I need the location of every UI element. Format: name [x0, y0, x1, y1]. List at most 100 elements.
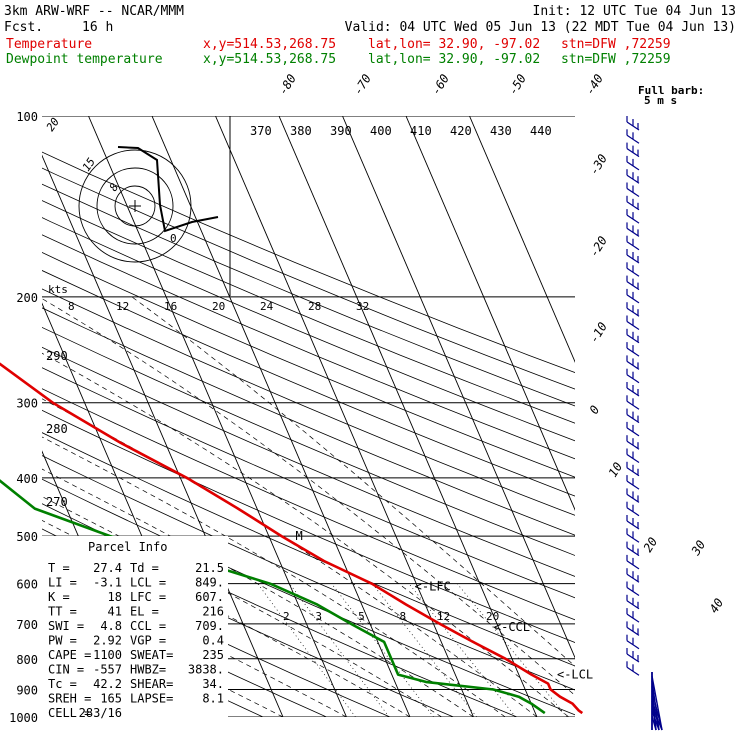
dewpoint-legend-coords: x,y=514.53,268.75 — [203, 52, 336, 67]
temperature-legend-latlon: lat,lon= 32.90, -97.02 — [368, 37, 540, 52]
hodograph-tick-label: 12 — [116, 300, 129, 313]
isotherm-label: 10 — [606, 460, 626, 480]
hodograph-tick-label: 8 — [68, 300, 75, 313]
mixing-ratio-label: 8 — [400, 610, 407, 623]
sounding-series — [0, 362, 584, 715]
parcel-label: VGP = — [130, 634, 166, 648]
dewpoint-legend-latlon: lat,lon= 32.90, -97.02 — [368, 52, 540, 67]
parcel-label: Tc = — [48, 677, 77, 691]
dewpoint-legend-station: stn=DFW ,72259 — [561, 52, 671, 67]
moist-adiabat — [42, 352, 570, 717]
hodograph-tick-label: 20 — [212, 300, 225, 313]
level-annotation: <-LCL — [557, 667, 593, 681]
barb-legend-title: Full barb: — [638, 84, 704, 97]
temperature-legend-coords: x,y=514.53,268.75 — [203, 37, 336, 52]
pressure-label: 700 — [16, 618, 38, 632]
mixing-ratio-line — [408, 583, 516, 717]
hodograph-tick-label: 24 — [260, 300, 274, 313]
theta-side-label: 280 — [46, 422, 68, 436]
mixing-ratio-label: 12 — [437, 610, 450, 623]
theta-label: 410 — [410, 124, 432, 138]
theta-label: 400 — [370, 124, 392, 138]
parcel-label: TT = — [48, 605, 77, 619]
moist-adiabat — [42, 520, 411, 717]
parcel-value: 709. — [195, 619, 224, 633]
parcel-value: 283/16 — [79, 706, 122, 720]
pressure-label: 400 — [16, 472, 38, 486]
mixing-ratio-line — [289, 583, 390, 717]
mixing-ratio-label: 20 — [486, 610, 499, 623]
isotherm-label: 30 — [688, 538, 708, 559]
hodograph-kts-label: kts — [48, 283, 68, 296]
theta-label: 380 — [290, 124, 312, 138]
hodograph-tick-label: 32 — [356, 300, 369, 313]
theta-side-label: 270 — [46, 495, 68, 509]
theta-label: 390 — [330, 124, 352, 138]
init-time: Init: 12 UTC Tue 04 Jun 13 — [533, 4, 737, 19]
model-title: 3km ARW-WRF -- NCAR/MMM — [4, 4, 184, 19]
isotherm-line — [278, 116, 538, 717]
parcel-value: 607. — [195, 590, 224, 604]
parcel-label: SWI = — [48, 619, 84, 633]
parcel-info-box: Parcel Info T = 27.4 Td = 21.5 LI = -3.1 LCL =… — [42, 536, 228, 726]
temperature-line — [0, 362, 584, 715]
parcel-value: 4.8 — [100, 619, 122, 633]
isotherm-label: -30 — [587, 152, 610, 178]
parcel-value: 1100 — [93, 648, 122, 662]
valid-time: Valid: 04 UTC Wed 05 Jun 13 (22 MDT Tue … — [345, 20, 736, 35]
parcel-label: LCL = — [130, 576, 166, 590]
theta-label: 440 — [530, 124, 552, 138]
pressure-label: 900 — [16, 683, 38, 697]
mixing-ratio-line — [372, 583, 478, 717]
parcel-label: PW = — [48, 634, 77, 648]
level-annotation: M — [296, 529, 303, 543]
dewpoint-line — [0, 479, 546, 715]
parcel-value: 27.4 — [93, 561, 122, 575]
parcel-value: 41 — [108, 605, 122, 619]
parcel-label: CIN = — [48, 663, 84, 677]
isotherm-line — [88, 116, 347, 717]
hodograph-ring-label: 20 — [44, 115, 62, 134]
parcel-label: CELL = — [48, 706, 91, 720]
parcel-value: 18 — [108, 590, 122, 604]
isotherm-label: -10 — [587, 320, 610, 346]
moist-adiabat — [42, 298, 575, 696]
forecast-label: Fcst. — [4, 20, 43, 35]
dry-adiabat — [42, 388, 575, 621]
parcel-label: SHEAR= — [130, 677, 173, 691]
parcel-value: 849. — [195, 576, 224, 590]
isotherm-label: -50 — [506, 72, 529, 98]
dry-adiabat — [42, 581, 327, 717]
hodograph-ring — [114, 185, 156, 227]
pressure-label: 300 — [16, 397, 38, 411]
hodograph-ring — [96, 167, 174, 245]
dry-adiabat — [42, 167, 575, 390]
parcel-label: K = — [48, 590, 70, 604]
dry-adiabat — [42, 217, 575, 442]
parcel-label: Td = — [130, 561, 159, 575]
parcel-value: 8.1 — [202, 692, 224, 706]
parcel-label: LI = — [48, 576, 77, 590]
parcel-label: EL = — [130, 605, 159, 619]
wind-barb-low — [651, 705, 663, 731]
parcel-label: LAPSE= — [130, 692, 173, 706]
hodograph-trace — [117, 146, 219, 233]
theta-label: 420 — [450, 124, 472, 138]
parcel-value: 2.92 — [93, 634, 122, 648]
isotherm-line — [215, 116, 474, 717]
parcel-label: HWBZ= — [130, 663, 166, 677]
isotherm-label: -70 — [351, 72, 374, 98]
parcel-value: 0.4 — [202, 634, 224, 648]
dry-adiabat — [42, 183, 575, 407]
moist-adiabat — [131, 296, 575, 667]
theta-label: 430 — [490, 124, 512, 138]
parcel-label: SREH = — [48, 692, 91, 706]
isotherm-label: 40 — [707, 596, 727, 616]
hodograph: kts 0 8 15 20 8 12 16 20 24 28 32 — [44, 115, 369, 313]
parcel-value: 165 — [100, 692, 122, 706]
isotherm-label: -80 — [276, 72, 299, 98]
level-annotations: <-ELM<-LFC<-CCL<-LCL — [296, 529, 594, 681]
dry-adiabat — [42, 251, 575, 478]
dry-adiabat — [42, 270, 575, 497]
